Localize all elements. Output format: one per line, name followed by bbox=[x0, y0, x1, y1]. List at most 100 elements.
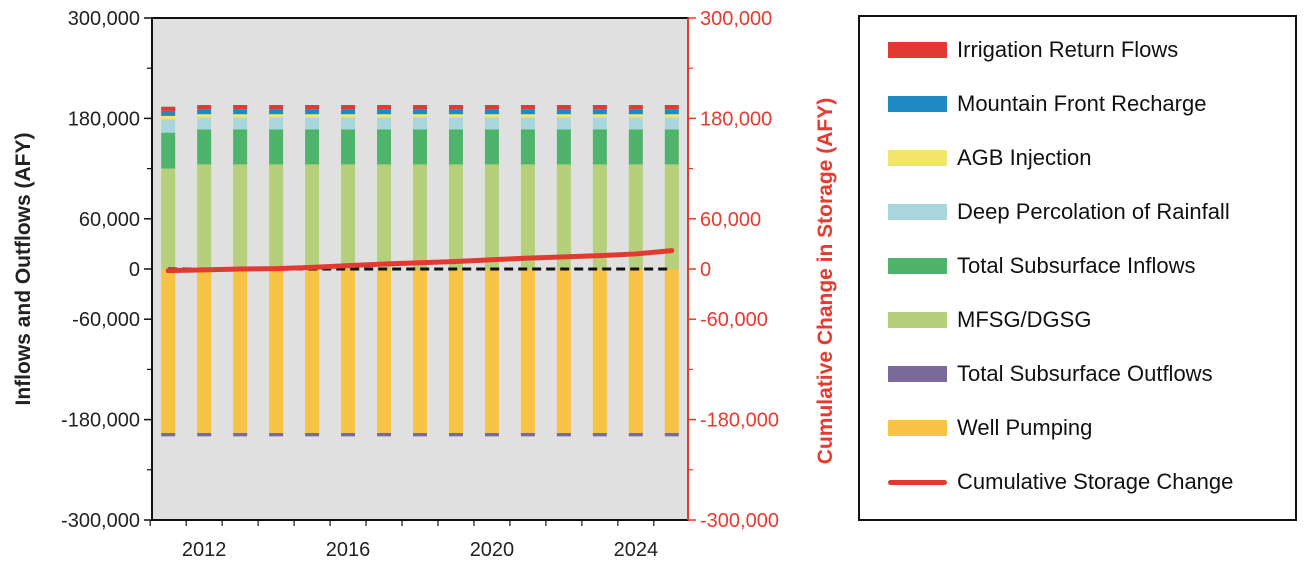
bar-segment bbox=[305, 129, 320, 165]
bar-segment bbox=[556, 129, 571, 165]
bar-segment bbox=[592, 105, 607, 110]
bar-segment bbox=[484, 117, 499, 130]
bar-segment bbox=[161, 106, 176, 111]
legend-item: Well Pumping bbox=[888, 414, 1092, 442]
bar-segment bbox=[556, 117, 571, 130]
bar-segment bbox=[628, 109, 643, 115]
bar-segment bbox=[664, 432, 679, 437]
bar-segment bbox=[233, 114, 248, 118]
legend-swatch bbox=[888, 366, 947, 382]
bar-segment bbox=[233, 117, 248, 130]
bar-segment bbox=[305, 105, 320, 110]
bar-segment bbox=[520, 432, 535, 437]
bar-segment bbox=[197, 432, 212, 437]
y-tick-label: 60,000 bbox=[79, 209, 140, 231]
bar-segment bbox=[448, 129, 463, 165]
y2-tick-label: -60,000 bbox=[700, 309, 768, 331]
bar-segment bbox=[484, 109, 499, 115]
bar-segment bbox=[664, 105, 679, 110]
legend-swatch bbox=[888, 42, 947, 58]
bar-segment bbox=[161, 132, 176, 169]
legend-label: MFSG/DGSG bbox=[957, 307, 1092, 332]
y2-tick-label: -300,000 bbox=[700, 510, 779, 532]
legend-item: Irrigation Return Flows bbox=[888, 36, 1178, 64]
bar-segment bbox=[628, 114, 643, 118]
bar-segment bbox=[377, 129, 392, 165]
legend-item: Cumulative Storage Change bbox=[888, 468, 1233, 496]
bar-segment bbox=[161, 432, 176, 437]
legend-label: Total Subsurface Outflows bbox=[957, 361, 1213, 386]
legend-item: Total Subsurface Inflows bbox=[888, 252, 1195, 280]
bar-segment bbox=[664, 109, 679, 115]
legend-swatch bbox=[888, 258, 947, 274]
bar-segment bbox=[269, 117, 284, 130]
y2-tick-label: -180,000 bbox=[700, 410, 779, 432]
bar-segment bbox=[628, 164, 643, 269]
bar-segment bbox=[520, 129, 535, 165]
bar-segment bbox=[628, 129, 643, 165]
bar-segment bbox=[269, 164, 284, 269]
bar-segment bbox=[413, 164, 427, 269]
bar-segment bbox=[413, 129, 427, 165]
axes: 300,000 300,000 180,000 180,000 60,000 60,000… bbox=[61, 8, 779, 561]
bar-segment bbox=[377, 117, 392, 130]
bar-segment bbox=[448, 164, 463, 269]
legend-label: Deep Percolation of Rainfall bbox=[957, 199, 1230, 224]
legend-swatch bbox=[888, 312, 947, 328]
bars bbox=[161, 105, 679, 437]
bar-segment bbox=[233, 432, 248, 437]
bar-segment bbox=[233, 164, 248, 269]
bar-segment bbox=[592, 117, 607, 130]
y-axis-title: Inflows and Outflows (AFY) bbox=[12, 133, 35, 406]
bar-segment bbox=[377, 164, 392, 269]
bar-segment bbox=[448, 269, 463, 433]
legend-swatch bbox=[888, 96, 947, 112]
bar-segment bbox=[341, 109, 356, 115]
bar-segment bbox=[233, 269, 248, 433]
bar-segment bbox=[484, 129, 499, 165]
bar-segment bbox=[161, 115, 176, 120]
bar-segment bbox=[161, 269, 176, 433]
bar-segment bbox=[341, 432, 356, 437]
cumulative-storage-line bbox=[165, 248, 675, 274]
bar-segment bbox=[484, 114, 499, 118]
legend-label: Mountain Front Recharge bbox=[957, 91, 1207, 116]
bar-segment bbox=[448, 114, 463, 118]
bar-segment bbox=[197, 114, 212, 118]
y-tick-label: 180,000 bbox=[68, 108, 140, 130]
bar-segment bbox=[413, 109, 427, 115]
legend-item: MFSG/DGSG bbox=[888, 306, 1091, 334]
y-tick-label: -180,000 bbox=[61, 410, 140, 432]
bar-segment bbox=[233, 129, 248, 165]
legend-swatch bbox=[888, 479, 947, 485]
bar-segment bbox=[556, 432, 571, 437]
bar-segment bbox=[377, 114, 392, 118]
bar-segment bbox=[628, 269, 643, 433]
bar-segment bbox=[520, 164, 535, 269]
bar-segment bbox=[305, 269, 320, 433]
bar-segment bbox=[664, 164, 679, 269]
bar-segment bbox=[520, 269, 535, 433]
bar-segment bbox=[448, 432, 463, 437]
bar-segment bbox=[377, 105, 392, 110]
bar-segment bbox=[197, 269, 212, 433]
bar-segment bbox=[305, 432, 320, 437]
y2-tick-label: 180,000 bbox=[700, 108, 772, 130]
bar-segment bbox=[592, 269, 607, 433]
bar-segment bbox=[197, 129, 212, 165]
bar-segment bbox=[592, 432, 607, 437]
legend-label: Total Subsurface Inflows bbox=[957, 253, 1196, 278]
x-tick-label: 2016 bbox=[326, 539, 371, 561]
bar-segment bbox=[233, 109, 248, 115]
legend-label: Irrigation Return Flows bbox=[957, 37, 1179, 62]
y-tick-label: 0 bbox=[129, 259, 140, 281]
bar-segment bbox=[305, 114, 320, 118]
bar-segment bbox=[628, 105, 643, 110]
bar-segment bbox=[556, 114, 571, 118]
bar-segment bbox=[305, 164, 320, 269]
bar-segment bbox=[628, 432, 643, 437]
bar-segment bbox=[520, 105, 535, 110]
bar-segment bbox=[161, 168, 176, 269]
y-tick-label: -300,000 bbox=[61, 510, 140, 532]
bar-segment bbox=[233, 105, 248, 110]
